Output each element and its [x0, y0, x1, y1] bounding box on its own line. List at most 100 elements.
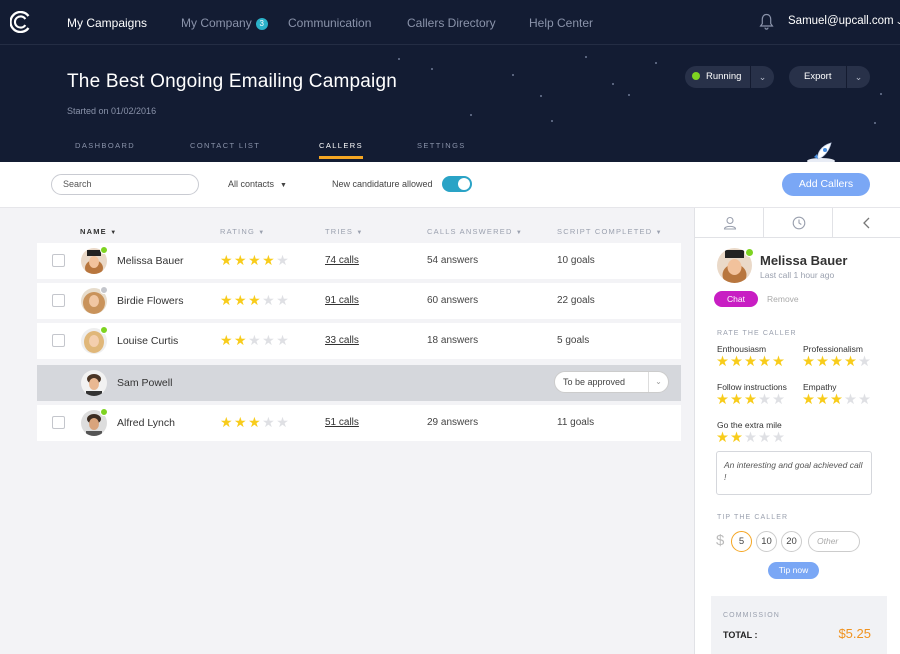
status-dropdown[interactable]: Running ⌄: [685, 66, 774, 88]
rating-stars[interactable]: ★★★★★: [716, 430, 786, 446]
table-row[interactable]: Sam Powell To be approved ⌄: [37, 365, 681, 401]
sort-caret-icon: ▼: [258, 230, 266, 236]
tab-history[interactable]: [764, 208, 833, 238]
avatar: [81, 370, 107, 396]
table-row[interactable]: Alfred Lynch ★★★★★ 51 calls 29 answers 1…: [37, 405, 681, 441]
rating-stars[interactable]: ★★★★★: [802, 354, 872, 370]
status-dot: [100, 286, 108, 294]
upcall-logo-icon[interactable]: [10, 11, 32, 33]
tab-settings[interactable]: SETTINGS: [417, 141, 466, 150]
contacts-filter-label: All contacts: [228, 179, 275, 189]
status-dot: [100, 246, 108, 254]
tip-other-input[interactable]: Other: [808, 531, 860, 552]
calls-answered: 60 answers: [427, 295, 479, 306]
row-checkbox[interactable]: [52, 416, 65, 429]
script-completed: 11 goals: [557, 417, 595, 428]
caller-name: Alfred Lynch: [117, 417, 175, 429]
column-tries[interactable]: TRIES ▼: [325, 227, 364, 236]
user-menu[interactable]: Samuel@upcall.com ⌄: [788, 15, 900, 27]
tries-link[interactable]: 74 calls: [325, 255, 359, 266]
sort-caret-icon: ▼: [110, 230, 118, 236]
clock-icon: [792, 216, 806, 230]
tries-link[interactable]: 91 calls: [325, 295, 359, 306]
tries-link[interactable]: 51 calls: [325, 417, 359, 428]
calls-answered: 54 answers: [427, 255, 479, 266]
chevron-down-icon[interactable]: ⌄: [846, 66, 870, 88]
search-input[interactable]: Search: [51, 174, 199, 195]
row-checkbox[interactable]: [52, 254, 65, 267]
chat-button[interactable]: Chat: [714, 291, 758, 307]
sort-caret-icon: ▼: [515, 230, 524, 236]
comment-textarea[interactable]: An interesting and goal achieved call !: [716, 451, 872, 495]
column-calls-answered[interactable]: CALLS ANSWERED ▼: [427, 227, 523, 236]
caller-name: Sam Powell: [117, 377, 173, 389]
criterion-label: Enthousiasm: [717, 344, 767, 354]
nav-my-company[interactable]: My Company 3: [181, 16, 268, 30]
calls-answered: 18 answers: [427, 335, 479, 346]
status-dot: [745, 248, 754, 257]
script-completed: 5 goals: [557, 335, 590, 346]
table-row[interactable]: Melissa Bauer ★★★★★ 74 calls 54 answers …: [37, 243, 681, 279]
column-script-completed-label: SCRIPT COMPLETED: [557, 227, 653, 236]
criterion-label: Empathy: [803, 382, 837, 392]
rating-stars[interactable]: ★★★★★: [802, 392, 872, 408]
chevron-down-icon[interactable]: ⌄: [648, 372, 668, 392]
nav-my-campaigns[interactable]: My Campaigns: [67, 16, 148, 30]
rating-stars: ★★★★★: [220, 292, 291, 308]
commission-title: COMMISSION: [723, 612, 780, 619]
approval-dropdown[interactable]: To be approved ⌄: [554, 371, 669, 393]
rating-stars: ★★★★★: [220, 252, 291, 268]
chevron-down-icon[interactable]: ⌄: [750, 66, 774, 88]
approval-status: To be approved: [563, 377, 626, 387]
collapse-panel-button[interactable]: [833, 208, 900, 238]
row-checkbox[interactable]: [52, 294, 65, 307]
user-icon: [723, 216, 737, 230]
contacts-filter-dropdown[interactable]: All contacts ▼: [228, 179, 287, 189]
rating-stars[interactable]: ★★★★★: [716, 392, 786, 408]
tip-option-20[interactable]: 20: [781, 531, 802, 552]
table-row[interactable]: Birdie Flowers ★★★★★ 91 calls 60 answers…: [37, 283, 681, 319]
status-running-dot: [692, 72, 700, 80]
total-amount: $5.25: [838, 626, 871, 641]
column-script-completed[interactable]: SCRIPT COMPLETED ▼: [557, 227, 663, 236]
nav-help-center[interactable]: Help Center: [529, 16, 594, 30]
total-label: TOTAL :: [723, 630, 758, 640]
status-dot: [100, 408, 108, 416]
chevron-down-icon: ⌄: [895, 16, 900, 26]
table-row[interactable]: Louise Curtis ★★★★★ 33 calls 18 answers …: [37, 323, 681, 359]
user-email: Samuel@upcall.com: [788, 15, 894, 27]
column-rating-label: RATING: [220, 227, 255, 236]
sort-caret-icon: ▼: [356, 230, 364, 236]
rating-stars[interactable]: ★★★★★: [716, 354, 786, 370]
tries-link[interactable]: 33 calls: [325, 335, 359, 346]
row-checkbox[interactable]: [52, 334, 65, 347]
rating-stars: ★★★★★: [220, 332, 291, 348]
column-rating[interactable]: RATING ▼: [220, 227, 265, 236]
tip-option-10[interactable]: 10: [756, 531, 777, 552]
tab-profile[interactable]: [695, 208, 764, 238]
tab-callers[interactable]: CALLERS: [319, 141, 363, 159]
tip-option-5[interactable]: 5: [731, 531, 752, 552]
tip-now-button[interactable]: Tip now: [768, 562, 819, 579]
avatar: [81, 248, 107, 274]
currency-symbol: $: [716, 532, 725, 549]
nav-communication[interactable]: Communication: [288, 16, 372, 30]
add-callers-button[interactable]: Add Callers: [782, 173, 870, 196]
export-dropdown[interactable]: Export ⌄: [789, 66, 870, 88]
nav-callers-directory[interactable]: Callers Directory: [407, 16, 496, 30]
campaign-start-date: Started on 01/02/2016: [67, 106, 157, 116]
caller-name: Birdie Flowers: [117, 295, 184, 307]
column-name[interactable]: NAME ▼: [80, 227, 117, 236]
criterion-label: Go the extra mile: [717, 420, 782, 430]
top-navigation: My Campaigns My Company 3 Communication C…: [0, 0, 900, 45]
rating-stars: ★★★★★: [220, 414, 291, 430]
campaign-title: The Best Ongoing Emailing Campaign: [67, 71, 397, 92]
criterion-label: Follow instructions: [717, 382, 787, 392]
bell-icon[interactable]: [759, 13, 774, 30]
candidature-label: New candidature allowed: [332, 179, 433, 189]
tab-dashboard[interactable]: DASHBOARD: [75, 141, 136, 150]
tab-contact-list[interactable]: CONTACT LIST: [190, 141, 261, 150]
candidature-toggle[interactable]: [442, 176, 472, 192]
status-label: Running: [706, 71, 742, 82]
remove-button[interactable]: Remove: [767, 294, 799, 304]
